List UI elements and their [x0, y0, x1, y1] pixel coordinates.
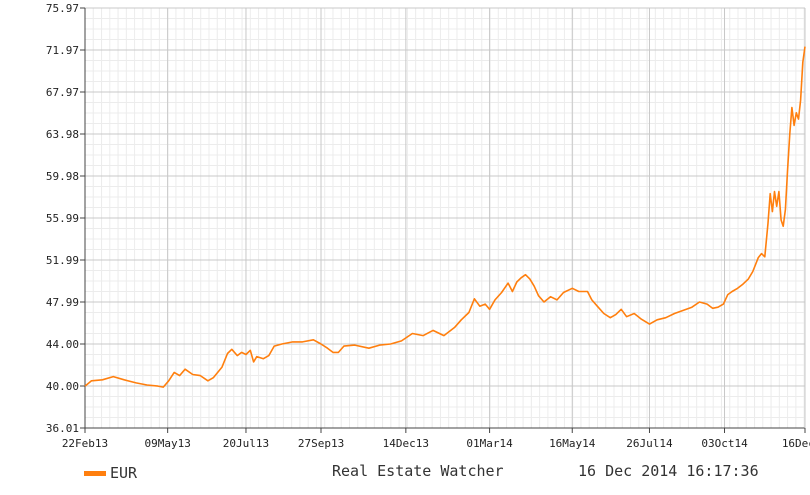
line-chart: 36.01 40.00 44.00 47.99 51.99 55.99 59.98 63.98…	[46, 2, 810, 450]
y-tick-label: 51.99	[46, 254, 79, 267]
y-tick-label: 67.97	[46, 86, 79, 99]
y-tick-label: 55.99	[46, 212, 79, 225]
source-label: Real Estate Watcher	[332, 462, 504, 480]
x-tick-label: 01Mar14	[466, 437, 513, 450]
series-line-eur	[84, 46, 806, 388]
legend: EUR	[84, 462, 137, 484]
gridlines	[84, 7, 806, 429]
tick-labels: 36.01 40.00 44.00 47.99 51.99 55.99 59.98 63.98…	[46, 2, 810, 450]
x-tick-label: 27Sep13	[298, 437, 344, 450]
axes	[80, 7, 806, 433]
x-tick-label: 22Feb13	[62, 437, 108, 450]
y-tick-label: 75.97	[46, 2, 79, 15]
y-tick-label: 59.98	[46, 170, 79, 183]
y-tick-label: 40.00	[46, 380, 79, 393]
x-tick-label: 14Dec13	[383, 437, 429, 450]
y-tick-label: 36.01	[46, 422, 79, 435]
x-tick-label: 26Jul14	[626, 437, 673, 450]
series	[84, 46, 806, 388]
x-tick-label: 16Dec14	[782, 437, 810, 450]
x-tick-label: 16May14	[549, 437, 596, 450]
x-tick-label: 09May13	[144, 437, 190, 450]
legend-swatch-eur	[84, 470, 106, 476]
y-tick-label: 44.00	[46, 338, 79, 351]
timestamp-label: 16 Dec 2014 16:17:36	[578, 462, 759, 480]
x-tick-label: 20Jul13	[223, 437, 269, 450]
legend-label-eur: EUR	[110, 464, 138, 482]
x-tick-label: 03Oct14	[701, 437, 748, 450]
y-tick-label: 71.97	[46, 44, 79, 57]
y-tick-label: 47.99	[46, 296, 79, 309]
y-tick-label: 63.98	[46, 128, 79, 141]
